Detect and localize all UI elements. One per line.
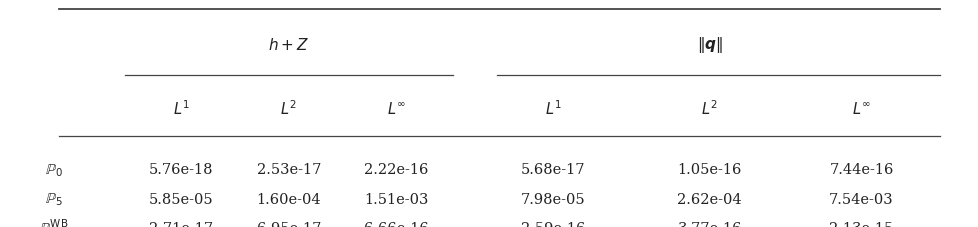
Text: 7.44e-16: 7.44e-16 [828,163,893,177]
Text: $L^1$: $L^1$ [172,100,190,118]
Text: $\mathbb{P}_5$: $\mathbb{P}_5$ [45,191,63,208]
Text: 5.68e-17: 5.68e-17 [520,163,585,177]
Text: 1.60e-04: 1.60e-04 [256,193,321,207]
Text: $L^1$: $L^1$ [544,100,561,118]
Text: $L^2$: $L^2$ [700,100,718,118]
Text: 2.13e-15: 2.13e-15 [828,222,893,227]
Text: $h + Z$: $h + Z$ [268,37,309,53]
Text: 1.51e-03: 1.51e-03 [364,193,428,207]
Text: 7.54e-03: 7.54e-03 [828,193,893,207]
Text: 2.62e-04: 2.62e-04 [677,193,741,207]
Text: 3.77e-16: 3.77e-16 [677,222,741,227]
Text: $\mathbb{P}_0$: $\mathbb{P}_0$ [45,162,63,179]
Text: 6.66e-16: 6.66e-16 [364,222,428,227]
Text: $L^\infty$: $L^\infty$ [851,101,870,117]
Text: 6.95e-17: 6.95e-17 [256,222,321,227]
Text: 2.22e-16: 2.22e-16 [364,163,428,177]
Text: 5.76e-18: 5.76e-18 [149,163,213,177]
Text: $\mathbb{P}_5^{\mathrm{WB}}$: $\mathbb{P}_5^{\mathrm{WB}}$ [39,218,68,227]
Text: 2.71e-17: 2.71e-17 [149,222,213,227]
Text: 2.59e-16: 2.59e-16 [520,222,585,227]
Text: $\|\boldsymbol{q}\|$: $\|\boldsymbol{q}\|$ [696,35,722,55]
Text: 7.98e-05: 7.98e-05 [520,193,585,207]
Text: 2.53e-17: 2.53e-17 [256,163,321,177]
Text: $L^2$: $L^2$ [280,100,297,118]
Text: 5.85e-05: 5.85e-05 [149,193,213,207]
Text: 1.05e-16: 1.05e-16 [677,163,741,177]
Text: $L^\infty$: $L^\infty$ [386,101,406,117]
